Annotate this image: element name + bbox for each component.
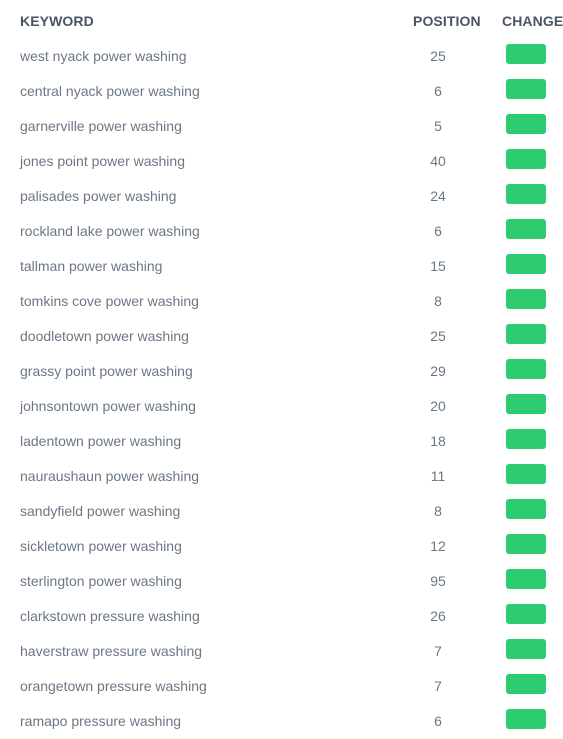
- change-badge: [506, 184, 546, 204]
- table-row: doodletown power washing 25: [0, 319, 563, 354]
- keyword-cell: sandyfield power washing: [20, 503, 181, 519]
- table-row: west nyack power washing 25: [0, 39, 563, 74]
- position-cell: 29: [430, 363, 446, 379]
- position-cell: 18: [430, 433, 446, 449]
- keyword-cell: west nyack power washing: [20, 48, 187, 64]
- table-row: clarkstown pressure washing 26: [0, 599, 563, 634]
- change-badge: [506, 499, 546, 519]
- change-badge: [506, 604, 546, 624]
- keyword-cell: rockland lake power washing: [20, 223, 200, 239]
- keyword-cell: central nyack power washing: [20, 83, 200, 99]
- table-row: ramapo pressure washing 6: [0, 704, 563, 739]
- position-column-header: POSITION: [413, 13, 481, 29]
- change-badge: [506, 674, 546, 694]
- position-cell: 20: [430, 398, 446, 414]
- change-badge: [506, 324, 546, 344]
- keyword-cell: tallman power washing: [20, 258, 163, 274]
- position-cell: 26: [430, 608, 446, 624]
- keyword-cell: garnerville power washing: [20, 118, 182, 134]
- position-cell: 6: [434, 713, 442, 729]
- change-badge: [506, 289, 546, 309]
- change-badge: [506, 569, 546, 589]
- change-column-header: CHANGE: [502, 13, 563, 29]
- keyword-column-header: KEYWORD: [20, 13, 94, 29]
- position-cell: 6: [434, 83, 442, 99]
- position-cell: 6: [434, 223, 442, 239]
- position-cell: 25: [430, 328, 446, 344]
- table-row: palisades power washing 24: [0, 179, 563, 214]
- change-badge: [506, 219, 546, 239]
- change-badge: [506, 709, 546, 729]
- change-badge: [506, 534, 546, 554]
- position-cell: 11: [430, 468, 446, 484]
- change-badge: [506, 639, 546, 659]
- keyword-cell: nauraushaun power washing: [20, 468, 200, 484]
- keyword-cell: johnsontown power washing: [20, 398, 196, 414]
- change-badge: [506, 44, 546, 64]
- table-row: haverstraw pressure washing 7: [0, 634, 563, 669]
- change-badge: [506, 114, 546, 134]
- position-cell: 8: [434, 293, 442, 309]
- table-row: nauraushaun power washing 11: [0, 459, 563, 494]
- table-row: grassy point power washing 29: [0, 354, 563, 389]
- position-cell: 7: [434, 678, 442, 694]
- keyword-cell: clarkstown pressure washing: [20, 608, 200, 624]
- change-badge: [506, 429, 546, 449]
- keyword-cell: palisades power washing: [20, 188, 177, 204]
- position-cell: 8: [434, 503, 442, 519]
- keyword-cell: haverstraw pressure washing: [20, 643, 203, 659]
- table-header: KEYWORD POSITION CHANGE: [0, 0, 563, 40]
- table-body: west nyack power washing 25 central nyack …: [0, 39, 563, 739]
- table-row: sterlington power washing 95: [0, 564, 563, 599]
- keyword-cell: ladentown power washing: [20, 433, 182, 449]
- position-cell: 25: [430, 48, 446, 64]
- change-badge: [506, 254, 546, 274]
- change-badge: [506, 149, 546, 169]
- position-cell: 40: [430, 153, 446, 169]
- change-badge: [506, 79, 546, 99]
- table-row: jones point power washing 40: [0, 144, 563, 179]
- table-row: sandyfield power washing 8: [0, 494, 563, 529]
- keyword-cell: jones point power washing: [20, 153, 185, 169]
- position-cell: 24: [430, 188, 446, 204]
- keyword-cell: doodletown power washing: [20, 328, 189, 344]
- keyword-cell: orangetown pressure washing: [20, 678, 207, 694]
- table-row: rockland lake power washing 6: [0, 214, 563, 249]
- table-row: central nyack power washing 6: [0, 74, 563, 109]
- table-row: orangetown pressure washing 7: [0, 669, 563, 704]
- keyword-cell: sickletown power washing: [20, 538, 182, 554]
- table-row: garnerville power washing 5: [0, 109, 563, 144]
- keyword-cell: grassy point power washing: [20, 363, 193, 379]
- position-cell: 95: [430, 573, 446, 589]
- table-row: sickletown power washing 12: [0, 529, 563, 564]
- change-badge: [506, 464, 546, 484]
- table-row: johnsontown power washing 20: [0, 389, 563, 424]
- change-badge: [506, 359, 546, 379]
- change-badge: [506, 394, 546, 414]
- position-cell: 12: [430, 538, 446, 554]
- table-row: tallman power washing 15: [0, 249, 563, 284]
- position-cell: 7: [434, 643, 442, 659]
- keyword-cell: ramapo pressure washing: [20, 713, 182, 729]
- position-cell: 5: [434, 118, 442, 134]
- table-row: ladentown power washing 18: [0, 424, 563, 459]
- keyword-cell: tomkins cove power washing: [20, 293, 199, 309]
- position-cell: 15: [430, 258, 446, 274]
- keyword-cell: sterlington power washing: [20, 573, 182, 589]
- table-row: tomkins cove power washing 8: [0, 284, 563, 319]
